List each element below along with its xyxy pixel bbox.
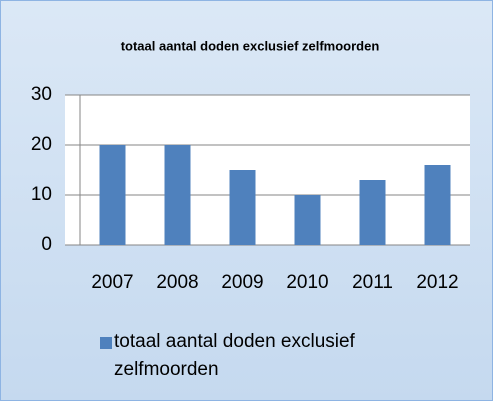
x-tick-label: 2009 (221, 272, 263, 293)
x-tick-label: 2007 (91, 272, 133, 293)
bar (424, 165, 451, 245)
bar (229, 170, 256, 245)
bar (99, 145, 126, 245)
x-tick-label: 2010 (286, 272, 328, 293)
y-tick-label: 10 (31, 184, 52, 205)
bar (359, 180, 386, 245)
x-tick-label: 2012 (416, 272, 458, 293)
x-tick-label: 2011 (352, 272, 393, 293)
bar (164, 145, 191, 245)
legend-entry: totaal aantal doden exclusief zelfmoorde… (114, 331, 355, 380)
y-tick-label: 20 (31, 134, 52, 155)
y-tick-label: 0 (41, 234, 52, 255)
x-tick-label: 2008 (156, 272, 198, 293)
plot-area (65, 95, 470, 245)
chart-title: totaal aantal doden exclusief zelfmoorde… (121, 38, 380, 53)
legend-swatch (100, 337, 112, 349)
bar (294, 195, 321, 245)
y-tick-label: 30 (31, 84, 52, 105)
legend-label: totaal aantal doden exclusief zelfmoorde… (114, 331, 355, 380)
